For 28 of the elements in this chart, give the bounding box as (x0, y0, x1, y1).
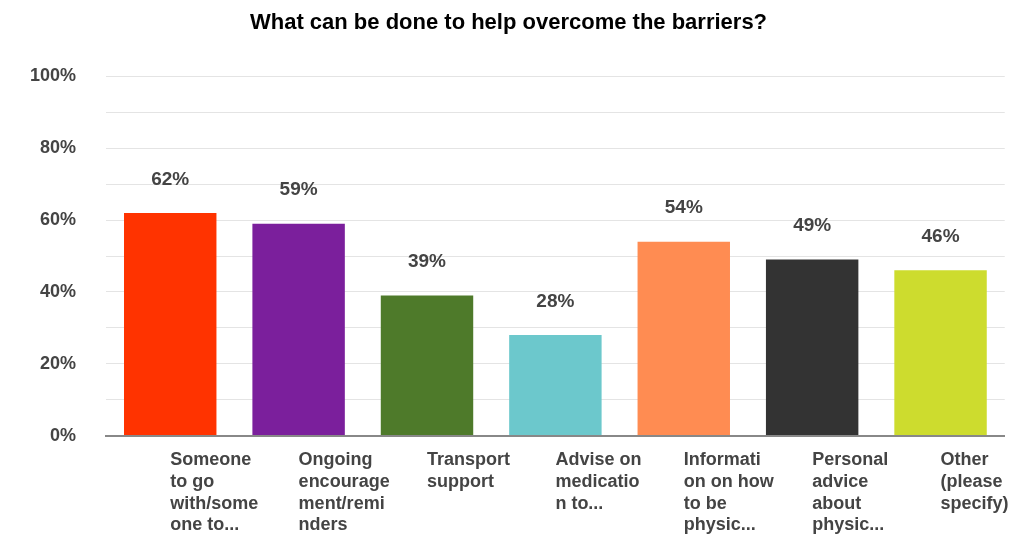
data-label: 28% (536, 289, 575, 311)
y-tick-label: 0% (50, 424, 77, 445)
bar (637, 241, 730, 436)
y-tick-label: 20% (40, 352, 77, 373)
data-label: 46% (921, 225, 960, 247)
x-tick-label: Ongoing encouragement/reminders (298, 449, 390, 535)
data-label: 49% (793, 214, 832, 236)
bar (765, 259, 859, 436)
bar (124, 212, 217, 436)
y-tick-label: 80% (40, 137, 77, 158)
data-label: 62% (151, 167, 190, 189)
chart-title: What can be done to help overcome the barriers? (249, 9, 768, 35)
data-label: 54% (664, 196, 703, 218)
x-tick-label: Other (please specify) (940, 449, 1009, 513)
y-tick-label: 40% (40, 280, 77, 301)
bar (894, 270, 987, 436)
x-tick-label: Information on how to be physic... (683, 449, 775, 535)
bar (509, 335, 602, 436)
bar (252, 223, 345, 436)
x-tick-label: Transport support (427, 449, 511, 491)
x-tick-label: Advise on medication to... (555, 449, 642, 513)
data-label: 39% (407, 250, 447, 272)
y-tick-label: 60% (40, 209, 77, 230)
x-tick-label: Someone to go with/someone to... (169, 449, 259, 535)
x-tick-label: Personal advice about physic... (812, 449, 889, 535)
bar (380, 295, 474, 436)
y-tick-label: 100% (29, 65, 77, 86)
data-label: 59% (279, 178, 318, 200)
